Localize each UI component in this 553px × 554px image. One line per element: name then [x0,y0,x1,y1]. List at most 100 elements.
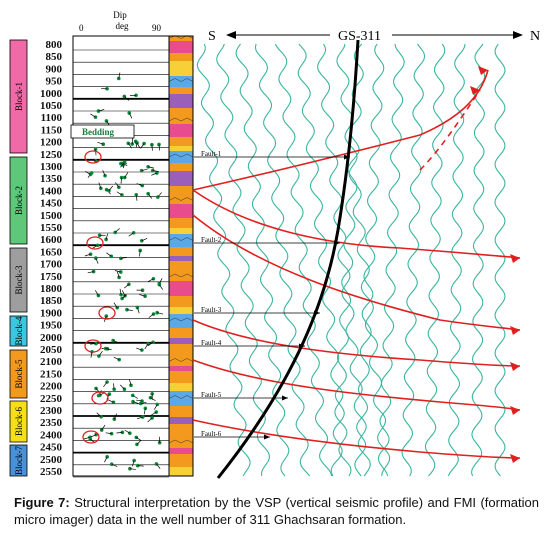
depth-label: 2100 [40,356,63,368]
litho-layer [169,218,193,228]
depth-label: 1450 [40,198,63,210]
dip-tail [107,399,114,403]
dip-tail [87,271,94,274]
dip-tail [84,436,91,440]
block-label: Block-5 [14,359,24,388]
fault-label: Fault-2 [201,236,222,244]
dip-tail [147,417,153,423]
depth-label: 1000 [40,88,63,100]
fault-marker-circle [82,430,100,444]
dip-tail [101,424,106,431]
litho-layer [169,344,193,357]
dip-tail [120,384,125,390]
depth-label: 950 [46,76,63,88]
fault-line [192,419,521,459]
depth-label: 2000 [40,332,63,344]
dip-tail [139,294,146,297]
dip-tail [123,284,130,289]
seismic-trace [216,43,270,477]
fault-arrow [470,86,480,95]
dip-tail [114,182,120,188]
dip-tail [148,313,154,318]
litho-layer [169,467,193,476]
litho-layer [169,228,193,234]
depth-label: 2050 [40,344,63,356]
seismic-trace [196,43,251,477]
fault-label: Fault-6 [201,430,222,438]
dip-tail [158,278,163,284]
fault-line-dashed [419,89,481,171]
fault-label: Fault-5 [201,391,222,399]
dip-point [111,338,115,343]
dip-tail [150,411,157,416]
dip-tail [147,278,154,282]
depth-label: 2450 [40,442,63,454]
fault-pointer-head [282,395,288,401]
dip-tail [113,302,118,308]
dip-tail [118,72,121,79]
seismic-trace [274,43,333,477]
litho-layer [169,296,193,307]
fault-line [192,189,521,259]
dip-tail [128,112,133,119]
seismic-trace [424,43,446,477]
depth-label: 1650 [40,246,63,258]
litho-layer [169,307,193,314]
dip-tail [119,288,122,295]
dip-tail [116,191,123,196]
dip-tail [95,257,99,264]
litho-layer [169,108,193,118]
seismic-trace [235,43,290,477]
depth-label: 1850 [40,295,63,307]
fault-arrow [510,254,520,263]
depth-label: 1700 [40,259,63,271]
dip-tail [143,408,146,415]
dip-tail [141,237,148,242]
seismic-trace [254,43,311,477]
dip-tail [85,171,91,175]
dip-tail [121,290,126,296]
orientation-header: S GS-311 N [208,29,540,44]
depth-label: 1800 [40,283,63,295]
block-label: Block-1 [14,82,24,111]
fault-arrow [510,406,520,415]
dip-tail [148,166,155,169]
dip-tail [113,383,115,390]
dip-tail [147,193,153,199]
dip-tail [84,253,91,257]
dip-tail [152,170,159,172]
dip-tail [104,456,108,463]
fault-line [192,319,521,367]
dip-tail [114,228,120,233]
fault-lines [192,66,521,463]
fault-marker-circle [98,306,116,320]
litho-layer [169,53,193,61]
dip-tail [157,312,164,315]
figure-caption: Figure 7: Structural interpretation by t… [14,494,539,528]
dip-tail [129,468,136,470]
depth-label: 2350 [40,417,63,429]
dip-point [117,275,121,280]
litho-layer [169,94,193,108]
dip-tail [136,439,142,445]
litho-layer [169,163,193,171]
block-band [9,400,28,443]
dip-point [104,119,109,123]
dip-tail [92,244,98,249]
dip-tail [90,113,96,118]
fault-marker-circle [84,339,102,353]
litho-layer [169,406,193,417]
dip-tail [105,432,112,434]
litho-layer [169,328,193,338]
dip-tail [124,172,129,178]
block-column: Block-1 Block-2 Block-3 Block-4 Block-5 Block… [9,39,28,477]
litho-layer [169,146,193,151]
dip-tail [98,109,105,112]
dip-point [112,417,117,421]
dip-tail [137,465,144,467]
dip-tail [89,343,96,345]
fault-arrow [510,326,520,335]
seismic-trace [494,43,506,477]
dip-tail [120,177,122,184]
block-label: Block-2 [14,186,24,215]
